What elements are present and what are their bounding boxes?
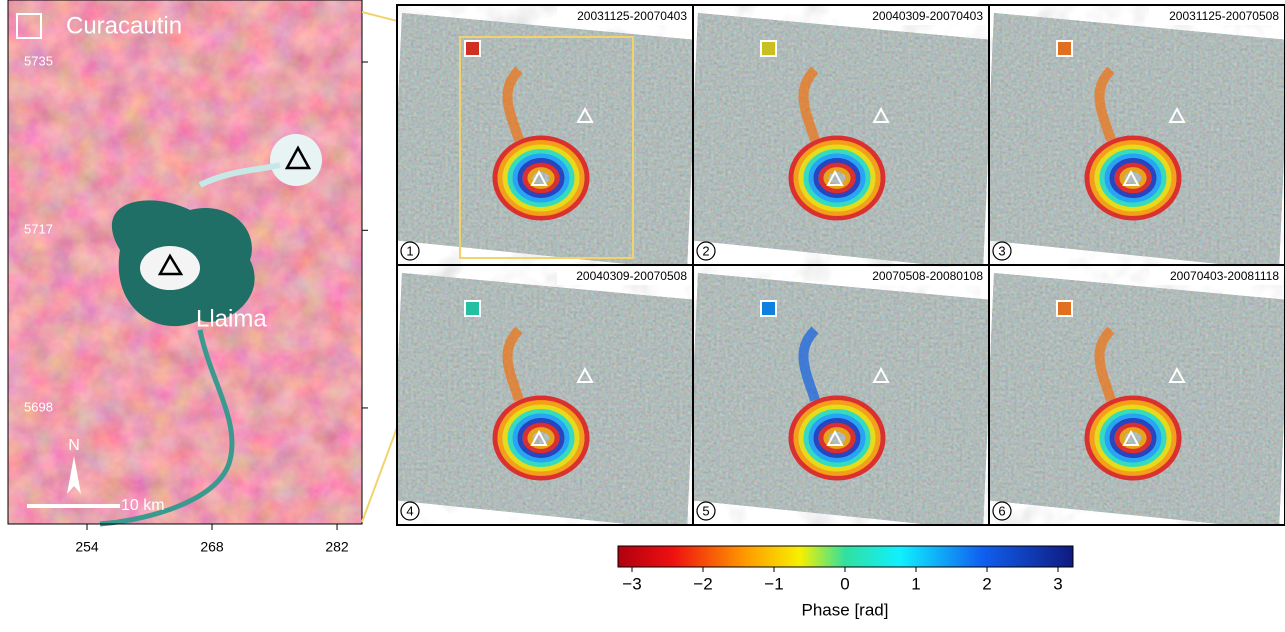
panel-number: 6 bbox=[998, 503, 1005, 518]
panel-content: 20040309-20070403 2 bbox=[688, 5, 993, 270]
panel-content: 20070508-20080108 5 bbox=[688, 265, 993, 530]
colorbar-tick-label: 0 bbox=[840, 574, 849, 593]
panel-number: 4 bbox=[406, 503, 413, 518]
scale-label: 10 km bbox=[121, 497, 165, 514]
scale-bar bbox=[27, 504, 120, 508]
x-tick-label: 282 bbox=[325, 539, 349, 555]
x-tick-label: 268 bbox=[200, 539, 224, 555]
phase-noise bbox=[397, 265, 693, 525]
y-tick-label: 5698 bbox=[24, 399, 53, 414]
interferogram-panel: 20040309-20070403 2 bbox=[688, 5, 993, 270]
reference-box bbox=[465, 41, 480, 56]
interferogram-panel: 20031125-20070508 3 bbox=[984, 5, 1285, 270]
colorbar-label: Phase [rad] bbox=[802, 600, 889, 619]
colorbar-tick-label: 3 bbox=[1053, 574, 1062, 593]
phase-noise bbox=[989, 265, 1285, 525]
phase-noise bbox=[989, 5, 1285, 265]
panel-number: 1 bbox=[406, 243, 413, 258]
reference-box bbox=[1057, 41, 1072, 56]
reference-box bbox=[761, 301, 776, 316]
panel-number: 5 bbox=[702, 503, 709, 518]
panel-content: 20070403-20081118 6 bbox=[984, 265, 1285, 530]
colorbar-tick-label: −2 bbox=[693, 574, 712, 593]
north-label: N bbox=[68, 437, 80, 454]
phase-noise bbox=[693, 5, 989, 265]
snow-cap bbox=[270, 134, 322, 186]
phase-noise bbox=[693, 265, 989, 525]
interferogram-panel: 20070508-20080108 5 bbox=[688, 265, 993, 530]
page: { "map": { "title": "Curacautin", "volca… bbox=[0, 0, 1285, 632]
colorbar-tick-label: 2 bbox=[982, 574, 991, 593]
date-label: 20031125-20070508 bbox=[1169, 9, 1279, 23]
reference-box bbox=[465, 301, 480, 316]
date-label: 20040309-20070508 bbox=[576, 269, 687, 283]
colorbar bbox=[618, 546, 1073, 567]
location-map: Curacautin Llaima N 10 km bbox=[8, 0, 362, 524]
phase-noise bbox=[397, 5, 693, 265]
panel-number: 2 bbox=[702, 243, 709, 258]
y-tick-label: 5717 bbox=[24, 222, 53, 237]
y-tick-label: 5735 bbox=[24, 53, 53, 68]
panel-content: 20031125-20070508 3 bbox=[984, 5, 1285, 270]
panel-content: 20031125-20070403 1 bbox=[392, 5, 697, 270]
colorbar-tick-label: −1 bbox=[764, 574, 783, 593]
colorbar-tick-label: 1 bbox=[911, 574, 920, 593]
interferogram-panel: 20031125-20070403 1 bbox=[392, 5, 697, 270]
date-label: 20070403-20081118 bbox=[1170, 269, 1279, 283]
date-label: 20031125-20070403 bbox=[577, 9, 687, 23]
date-label: 20040309-20070403 bbox=[872, 9, 983, 23]
interferogram-panel: 20070403-20081118 6 bbox=[984, 265, 1285, 530]
figure: Curacautin Llaima N 10 km 20031125-20070… bbox=[0, 0, 1285, 627]
panel-content: 20040309-20070508 4 bbox=[392, 265, 697, 530]
snow-cap bbox=[140, 246, 200, 290]
reference-box bbox=[761, 41, 776, 56]
date-label: 20070508-20080108 bbox=[872, 269, 983, 283]
panel-grid: 20031125-20070403 1 20040309-20070403 2 2003… bbox=[392, 5, 1285, 530]
town-label: Curacautin bbox=[66, 12, 182, 39]
volcano-label: Llaima bbox=[196, 305, 267, 332]
reference-box bbox=[1057, 301, 1072, 316]
panel-number: 3 bbox=[998, 243, 1005, 258]
colorbar-tick-label: −3 bbox=[622, 574, 641, 593]
interferogram-panel: 20040309-20070508 4 bbox=[392, 265, 697, 530]
x-tick-label: 254 bbox=[75, 539, 99, 555]
